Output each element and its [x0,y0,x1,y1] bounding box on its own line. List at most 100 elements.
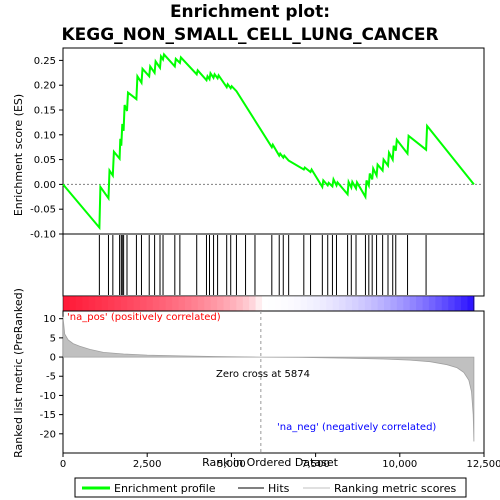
x-tick-label: 7,500 [301,459,330,470]
rank-gradient-segment [159,296,167,311]
rank-gradient-segment [358,296,366,311]
rank-gradient-segment [306,296,314,311]
metric-plot-area [62,310,485,454]
rank-gradient-segment [409,296,417,311]
zero-cross-label: Zero cross at 5874 [216,369,310,380]
rank-gradient-segment [332,296,340,311]
es-plot-area [62,47,485,235]
rank-gradient-segment [454,296,462,311]
rank-gradient-segment [236,296,244,311]
legend-hits-label: Hits [268,482,290,495]
rank-gradient-segment [172,296,180,311]
rank-gradient-segment [120,296,128,311]
rank-gradient-segment [204,296,212,311]
es-ytick-label: -0.05 [30,205,56,216]
rank-gradient-segment [371,296,379,311]
rank-gradient-segment [294,296,302,311]
rank-gradient-segment [287,296,295,311]
rank-gradient-segment [184,296,192,311]
chart-title-line2: KEGG_NON_SMALL_CELL_LUNG_CANCER [61,25,438,45]
legend-enrichment-label: Enrichment profile [114,482,216,495]
rank-gradient-segment [242,296,250,311]
rank-gradient-segment [441,296,449,311]
x-tick-label: 2,500 [133,459,162,470]
chart-title-line1: Enrichment plot: [170,2,330,22]
rank-gradient-segment [88,296,96,311]
rank-gradient-segment [95,296,103,311]
metric-ytick-label: 10 [43,314,56,325]
legend-ranking-label: Ranking metric scores [334,482,456,495]
ranked-metric-panel: 10 5 0 -5 -10 -15 -20 0 2,500 5,000 7,500 10,000 12,… [40,310,500,470]
x-axis-label: Rank in Ordered Dataset [202,456,339,469]
rank-gradient-segment [82,296,90,311]
rank-gradient-segment [178,296,186,311]
rank-gradient-segment [448,296,456,311]
rank-gradient-segment [428,296,436,311]
ranking-metric-area [62,316,475,442]
legend-box [74,477,467,498]
rank-gradient-segment [229,296,237,311]
rank-gradient-segment [197,296,205,311]
x-tick-label: 0 [60,459,66,470]
rank-gradient-segment [255,296,263,311]
es-ytick-label: 0.00 [34,180,56,191]
rank-gradient-segment [396,296,404,311]
rank-gradient-segment [249,296,257,311]
legend: Enrichment profile Hits Ranking metric s… [74,477,467,498]
enrichment-profile-line [62,52,475,231]
rank-gradient-segment [390,296,398,311]
rank-gradient-segment [101,296,109,311]
rank-gradient-segment [313,296,321,311]
metric-ytick-label: -20 [40,429,56,440]
rank-gradient-segment [262,296,269,311]
es-panel: -0.10 -0.05 0.00 0.05 0.10 0.15 0.20 0.25 [30,47,485,241]
x-tick-label: 10,000 [382,459,417,470]
rank-gradient-segment [326,296,334,311]
es-ytick-label: 0.15 [34,106,56,117]
rank-gradient-segment [345,296,353,311]
rank-gradient-segment [377,296,385,311]
hits-panel [62,233,485,297]
es-ytick-label: -0.10 [30,230,56,241]
rank-gradient-segment [75,296,83,311]
es-ytick-label: 0.10 [34,130,56,141]
rank-gradient-segment [152,296,160,311]
metric-ytick-label: 5 [50,333,56,344]
rank-gradient-segment [191,296,199,311]
x-tick-label: 12,500 [467,459,500,470]
hits-area [62,233,485,297]
es-axis-label: Enrichment score (ES) [12,94,25,216]
es-ytick-label: 0.20 [34,81,56,92]
rank-gradient-segment [223,296,231,311]
rank-gradient-segment [467,296,475,311]
metric-ytick-label: 0 [50,353,56,364]
rank-gradient-segment [127,296,135,311]
rank-gradient-segment [461,296,468,311]
rank-gradient-segment [140,296,147,311]
rank-gradient-segment [69,296,77,311]
x-tick-label: 5,000 [217,459,246,470]
rank-gradient-segment [268,296,276,311]
rank-gradient-segment [107,296,115,311]
rank-gradient-segment [165,296,173,311]
metric-ytick-label: -5 [46,372,56,383]
rank-gradient-segment [435,296,443,311]
rank-gradient-segment [416,296,424,311]
rank-gradient-segment [114,296,122,311]
rank-gradient-segment [319,296,327,311]
rank-gradient-segment [63,296,70,311]
rank-gradient-segment [217,296,225,311]
metric-ytick-label: -10 [40,391,56,402]
rank-gradient-segment [339,296,346,311]
pos-correlated-label: 'na_pos' (positively correlated) [67,312,221,323]
rank-gradient-segment [210,296,218,311]
rank-gradient-segment [133,296,141,311]
rank-gradient-segment [403,296,411,311]
rank-gradient-segment [281,296,289,311]
rank-gradient-segment [422,296,430,311]
rank-gradient-segment [300,296,308,311]
rank-gradient-segment [384,296,391,311]
rank-gradient-bar [62,295,475,312]
